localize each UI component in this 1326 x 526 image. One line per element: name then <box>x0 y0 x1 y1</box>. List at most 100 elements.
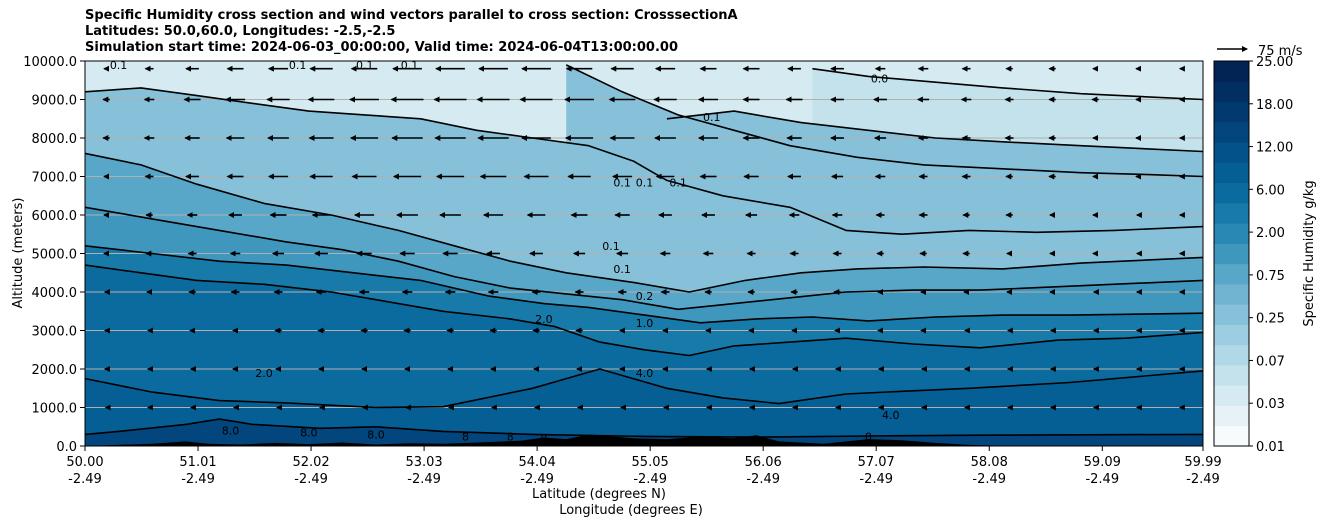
colorbar-tick-label: 0.01 <box>1256 440 1285 455</box>
colorbar-band <box>1214 243 1249 265</box>
colorbar-tick-label: 0.03 <box>1256 397 1285 412</box>
terrain-shape <box>85 434 1203 446</box>
y-tick-label: 0.0 <box>56 440 77 455</box>
contour-2.0-2 <box>85 264 1203 357</box>
x-tick-label-lon: -2.49 <box>1186 472 1220 487</box>
x-tick-label-lon: -2.49 <box>294 472 328 487</box>
colorbar-band <box>1214 425 1249 447</box>
y-tick-label: 6000.0 <box>32 209 78 224</box>
x-tick-label-lon: -2.49 <box>181 472 215 487</box>
contour-label: 0.1 <box>602 240 620 253</box>
colorbar-tick-label: 12.00 <box>1256 141 1293 156</box>
contour-1.0-3 <box>85 245 1203 324</box>
x-tick-label-lon: -2.49 <box>1085 472 1119 487</box>
y-tick-label: 1000.0 <box>32 402 78 417</box>
x-axis: 50.00 -2.49 51.01 -2.49 52.02 -2.49 53.03 -2.49… <box>66 446 1222 487</box>
humidity-field <box>85 61 1203 446</box>
contour-label: 0.0 <box>871 72 889 85</box>
contour-label: 0.1 <box>613 176 631 189</box>
y-tick-label: 3000.0 <box>32 325 78 340</box>
contour-label: 0.1 <box>703 111 721 124</box>
x-tick-label-lat: 58.08 <box>971 455 1008 470</box>
x-tick-label-lat: 52.02 <box>292 455 329 470</box>
x-tick-label-lon: -2.49 <box>407 472 441 487</box>
x-tick-label-lon: -2.49 <box>972 472 1006 487</box>
contour-label: 2.0 <box>255 367 273 380</box>
x-tick-label-lat: 51.01 <box>179 455 216 470</box>
contour-label: 1.0 <box>636 317 654 330</box>
contour-label: 8 <box>507 430 514 443</box>
contour-label: 0.1 <box>613 263 631 276</box>
y-tick-label: 2000.0 <box>32 363 78 378</box>
contour-label: 2.0 <box>535 313 553 326</box>
chart-title-line-1: Specific Humidity cross section and wind… <box>85 8 738 23</box>
colorbar-band <box>1214 364 1249 386</box>
humidity-band-8.0-0 <box>85 419 1203 446</box>
colorbar: 0.01 0.03 0.07 0.25 0.75 2.00 6.00 12.00 18.00 25… <box>1213 55 1317 455</box>
colorbar-band <box>1214 142 1249 163</box>
colorbar-band <box>1214 304 1249 325</box>
colorbar-tick-label: 6.00 <box>1256 183 1285 198</box>
x-tick-label-lat: 56.06 <box>745 455 782 470</box>
x-tick-label-lat: 55.05 <box>632 455 669 470</box>
contour-label: 0.1 <box>356 59 374 72</box>
x-axis-label-longitude: Longitude (degrees E) <box>559 503 703 518</box>
contour-label: 8.0 <box>367 428 385 441</box>
colorbar-band <box>1214 283 1249 305</box>
chart-title-line-2: Latitudes: 50.0,60.0, Longitudes: -2.5,-… <box>85 24 396 39</box>
contour-0.1-6 <box>85 87 1203 235</box>
colorbar-band <box>1214 344 1249 366</box>
y-tick-label: 7000.0 <box>32 171 78 186</box>
colorbar-tick-label: 0.07 <box>1256 354 1285 369</box>
contour-label: 8.0 <box>222 425 240 438</box>
chart-title-line-3: Simulation start time: 2024-06-03_00:00:… <box>85 40 678 55</box>
y-tick-label: 10000.0 <box>23 55 77 70</box>
colorbar-tick-label: 2.00 <box>1256 226 1285 241</box>
contour-label: 8 <box>462 430 469 443</box>
colorbar-band <box>1214 162 1249 184</box>
colorbar-label: Specific Humidity g/kg <box>1302 180 1317 326</box>
contour-labels: 0.1 0.1 0.1 0.1 0.0 0.1 0.1 0.1 0.1 0.1 0.1 0.2 1.0 2… <box>110 59 900 445</box>
colorbar-band <box>1214 223 1249 244</box>
y-tick-label: 9000.0 <box>32 94 78 109</box>
wind-vectors <box>102 65 1185 411</box>
contour-label: 8 <box>540 432 547 445</box>
colorbar-band <box>1214 121 1249 143</box>
colorbar-tick-label: 25.00 <box>1256 55 1293 70</box>
colorbar-band <box>1214 182 1249 204</box>
colorbar-band <box>1214 324 1249 346</box>
contour-label: 4.0 <box>882 409 900 422</box>
contour-0.0-9 <box>812 67 1203 101</box>
contour-0.1-7 <box>565 64 1203 178</box>
x-axis-label-latitude: Latitude (degrees N) <box>532 487 666 502</box>
contour-label: 0.1 <box>110 59 128 72</box>
y-tick-label: 5000.0 <box>32 248 78 263</box>
x-tick-label-lon: -2.49 <box>859 472 893 487</box>
wind-reference: 75 m/s <box>1217 44 1303 59</box>
x-tick-label-lat: 59.99 <box>1184 455 1221 470</box>
colorbar-tick-label: 0.75 <box>1256 269 1285 284</box>
contour-label: 0.1 <box>289 59 307 72</box>
contour-label: 8.0 <box>300 427 318 440</box>
colorbar-tick-label: 0.25 <box>1256 312 1285 327</box>
contour-label: 0 <box>865 430 872 443</box>
colorbar-frame <box>1213 60 1250 447</box>
contour-label: 4.0 <box>636 367 654 380</box>
x-tick-label-lat: 59.09 <box>1084 455 1121 470</box>
x-tick-label-lon: -2.49 <box>746 472 780 487</box>
x-tick-label-lon: -2.49 <box>633 472 667 487</box>
y-axis-label: Altitude (meters) <box>11 198 26 309</box>
contour-8.0-0 <box>85 418 1203 438</box>
colorbar-band <box>1214 101 1249 123</box>
colorbar-band <box>1214 263 1249 285</box>
y-tick-label: 4000.0 <box>32 286 78 301</box>
contour-label: 0.1 <box>636 176 654 189</box>
wind-reference-label: 75 m/s <box>1258 44 1303 59</box>
x-tick-label-lat: 57.07 <box>858 455 895 470</box>
x-tick-label-lon: -2.49 <box>520 472 554 487</box>
x-tick-label-lat: 50.00 <box>66 455 103 470</box>
colorbar-band <box>1214 61 1249 82</box>
contour-0.1-8 <box>666 110 1203 153</box>
y-axis: 0.0 1000.0 2000.0 3000.0 4000.0 5000.0 6000.0 7… <box>23 55 85 455</box>
